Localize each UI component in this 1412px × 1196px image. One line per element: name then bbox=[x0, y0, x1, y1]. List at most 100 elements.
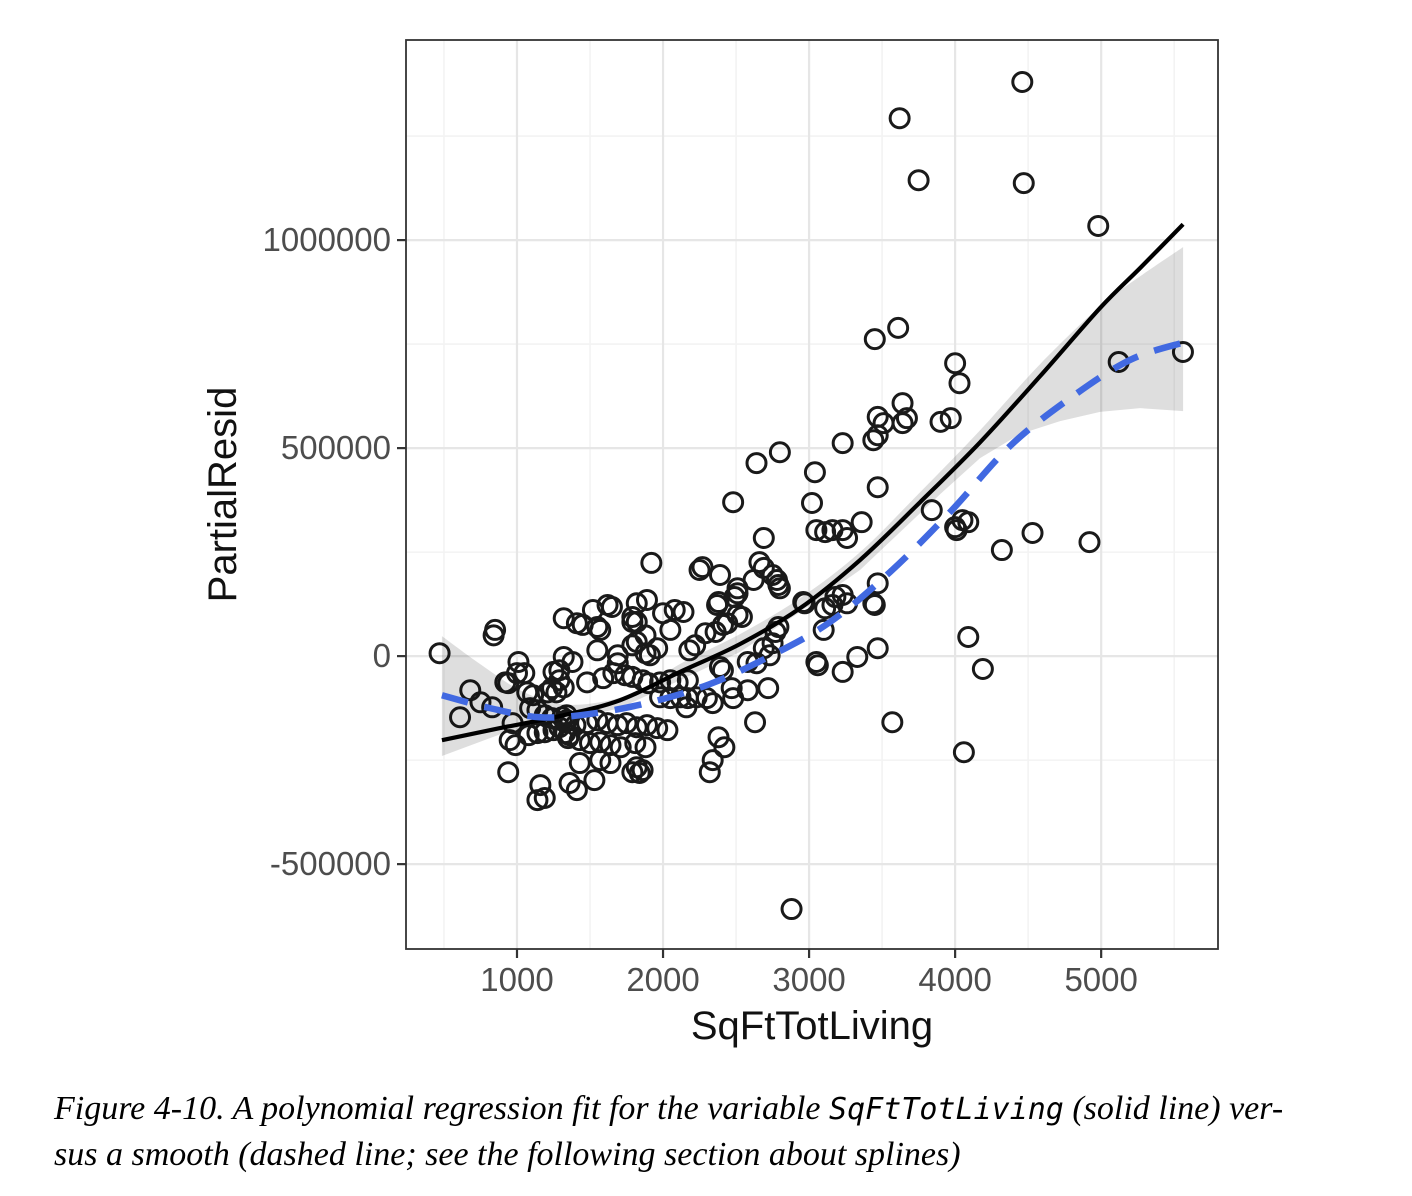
panel-border bbox=[405, 39, 1219, 950]
x-axis-title: SqFtTotLiving bbox=[691, 1004, 933, 1048]
caption-after-code: (solid line) ver- bbox=[1063, 1090, 1284, 1127]
data-point bbox=[634, 736, 657, 759]
data-point bbox=[944, 352, 967, 375]
data-point bbox=[726, 582, 749, 605]
data-point bbox=[568, 752, 591, 775]
data-point bbox=[504, 734, 527, 757]
data-point bbox=[957, 625, 980, 648]
data-point bbox=[656, 719, 679, 742]
data-point bbox=[624, 732, 647, 755]
data-point bbox=[752, 526, 775, 549]
data-point bbox=[1012, 172, 1035, 195]
data-point bbox=[469, 691, 492, 714]
data-point bbox=[757, 677, 780, 700]
data-point bbox=[888, 107, 911, 130]
data-point bbox=[768, 577, 791, 600]
data-point bbox=[722, 491, 745, 514]
data-point bbox=[907, 169, 930, 192]
data-point bbox=[1087, 214, 1110, 237]
data-point bbox=[866, 476, 889, 499]
data-point bbox=[497, 672, 520, 695]
data-point bbox=[806, 654, 829, 677]
data-point bbox=[589, 618, 612, 641]
data-point bbox=[891, 392, 914, 415]
data-point bbox=[646, 717, 669, 740]
data-point bbox=[952, 741, 975, 764]
y-tick-label: 500000 bbox=[281, 429, 391, 466]
y-axis-title: PartialResid bbox=[201, 387, 245, 603]
data-point bbox=[812, 618, 835, 641]
data-point bbox=[850, 511, 873, 534]
data-point bbox=[548, 669, 571, 692]
data-point bbox=[948, 372, 971, 395]
data-point bbox=[596, 593, 619, 616]
x-tick-label: 2000 bbox=[626, 961, 699, 998]
data-point bbox=[640, 551, 663, 574]
data-point bbox=[522, 684, 545, 707]
data-point bbox=[990, 539, 1013, 562]
data-point bbox=[887, 316, 910, 339]
data-point bbox=[688, 559, 711, 582]
data-point bbox=[939, 407, 962, 430]
data-point bbox=[768, 441, 791, 464]
x-tick-label: 5000 bbox=[1064, 961, 1137, 998]
data-point bbox=[536, 681, 559, 704]
data-point bbox=[713, 736, 736, 759]
caption-code: SqFtTotLiving bbox=[829, 1092, 1064, 1127]
data-point bbox=[526, 789, 549, 812]
data-point bbox=[652, 602, 675, 625]
data-point bbox=[586, 616, 609, 639]
data-point bbox=[945, 519, 968, 542]
data-point bbox=[449, 706, 472, 729]
caption-line2: sus a smooth (dashed line; see the follo… bbox=[54, 1136, 961, 1173]
confidence-band bbox=[441, 247, 1184, 756]
data-point bbox=[615, 712, 638, 735]
data-point bbox=[866, 405, 889, 428]
data-point bbox=[628, 762, 651, 785]
data-point bbox=[526, 722, 549, 745]
data-point bbox=[497, 761, 520, 784]
data-point bbox=[635, 588, 658, 611]
data-point bbox=[866, 572, 889, 595]
data-point bbox=[576, 671, 599, 694]
data-point bbox=[866, 637, 889, 660]
data-point bbox=[498, 729, 521, 752]
data-point bbox=[971, 658, 994, 681]
data-point bbox=[780, 898, 803, 921]
data-point bbox=[558, 724, 581, 747]
data-point bbox=[895, 407, 918, 430]
x-tick-label: 3000 bbox=[772, 961, 845, 998]
data-point bbox=[1171, 341, 1194, 364]
data-point bbox=[586, 639, 609, 662]
data-point bbox=[552, 607, 575, 630]
data-point bbox=[609, 736, 632, 759]
data-point bbox=[672, 601, 695, 624]
data-point bbox=[565, 612, 588, 635]
data-point bbox=[708, 563, 731, 586]
x-tick-label: 4000 bbox=[918, 961, 991, 998]
data-point bbox=[929, 410, 952, 433]
data-point bbox=[745, 452, 768, 475]
data-point bbox=[792, 591, 815, 614]
caption-prefix: Figure 4-10. A polynomial regression fit… bbox=[54, 1090, 830, 1127]
data-point bbox=[862, 592, 885, 615]
data-point bbox=[863, 328, 886, 351]
data-point bbox=[836, 526, 859, 549]
data-point bbox=[568, 729, 591, 752]
data-point bbox=[803, 461, 826, 484]
data-point bbox=[831, 432, 854, 455]
data-point bbox=[635, 714, 658, 737]
data-point bbox=[589, 749, 612, 772]
data-point bbox=[638, 644, 661, 667]
data-point bbox=[801, 492, 823, 515]
data-point bbox=[663, 598, 686, 621]
data-point bbox=[708, 655, 731, 678]
data-point bbox=[805, 519, 828, 542]
data-point bbox=[701, 749, 724, 772]
data-point bbox=[583, 769, 606, 792]
scatter-plot: 1000 2000 3000 4000 5000 1000000 500000 0 -50000… bbox=[201, 39, 1219, 1048]
data-point bbox=[481, 696, 504, 719]
data-point bbox=[698, 761, 721, 784]
data-point bbox=[625, 611, 648, 634]
